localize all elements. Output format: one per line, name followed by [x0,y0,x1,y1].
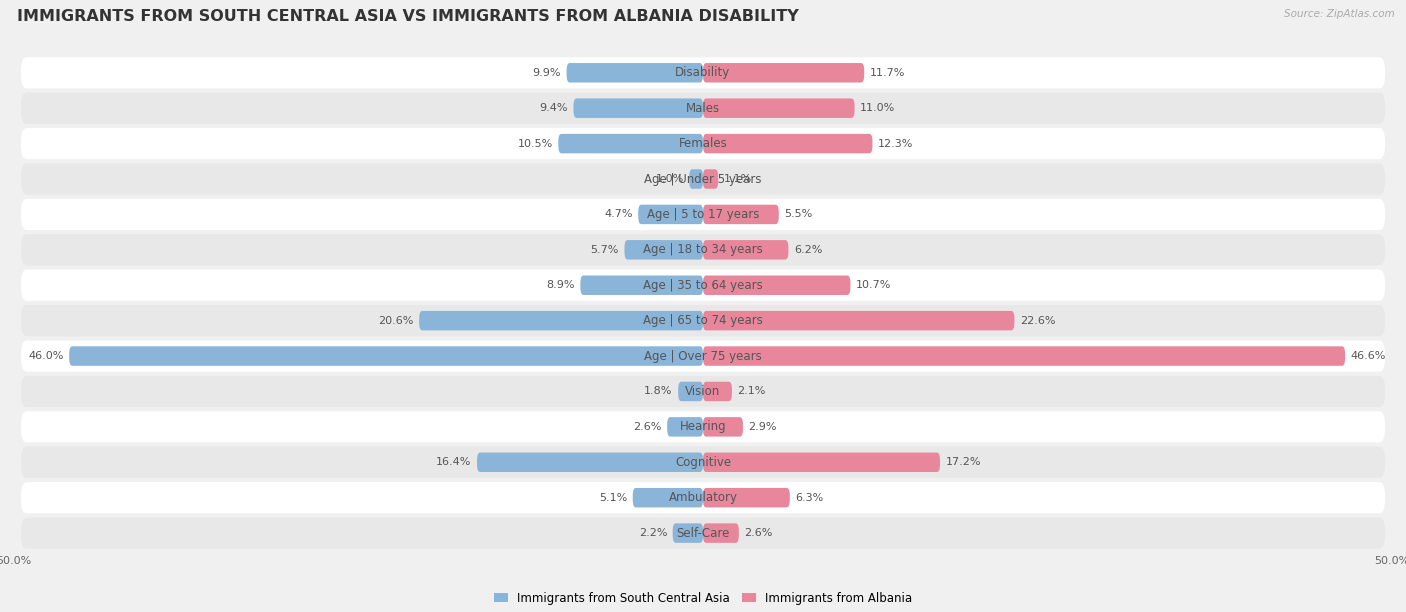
Text: 46.6%: 46.6% [1351,351,1386,361]
Text: Hearing: Hearing [679,420,727,433]
FancyBboxPatch shape [633,488,703,507]
FancyBboxPatch shape [558,134,703,154]
Text: 10.7%: 10.7% [856,280,891,290]
FancyBboxPatch shape [678,382,703,401]
FancyBboxPatch shape [567,63,703,83]
Text: 46.0%: 46.0% [28,351,63,361]
FancyBboxPatch shape [21,57,1385,88]
FancyBboxPatch shape [21,376,1385,407]
FancyBboxPatch shape [21,518,1385,549]
Text: 1.8%: 1.8% [644,386,672,397]
Text: 22.6%: 22.6% [1019,316,1056,326]
Text: 1.1%: 1.1% [724,174,752,184]
Text: 4.7%: 4.7% [605,209,633,220]
Text: Ambulatory: Ambulatory [668,491,738,504]
Text: 2.2%: 2.2% [638,528,668,538]
Text: 5.1%: 5.1% [599,493,627,502]
FancyBboxPatch shape [581,275,703,295]
Text: 5.5%: 5.5% [785,209,813,220]
Text: 10.5%: 10.5% [517,138,553,149]
FancyBboxPatch shape [21,270,1385,301]
Text: 2.6%: 2.6% [744,528,773,538]
FancyBboxPatch shape [703,523,738,543]
FancyBboxPatch shape [703,170,718,188]
FancyBboxPatch shape [419,311,703,330]
FancyBboxPatch shape [703,240,789,259]
FancyBboxPatch shape [21,163,1385,195]
FancyBboxPatch shape [703,346,1346,366]
FancyBboxPatch shape [21,447,1385,478]
Text: 9.9%: 9.9% [533,68,561,78]
Text: IMMIGRANTS FROM SOUTH CENTRAL ASIA VS IMMIGRANTS FROM ALBANIA DISABILITY: IMMIGRANTS FROM SOUTH CENTRAL ASIA VS IM… [17,9,799,24]
Text: Vision: Vision [685,385,721,398]
FancyBboxPatch shape [21,92,1385,124]
Text: 11.0%: 11.0% [860,103,896,113]
Text: Females: Females [679,137,727,150]
FancyBboxPatch shape [21,340,1385,371]
FancyBboxPatch shape [703,134,873,154]
FancyBboxPatch shape [703,417,742,436]
Text: 8.9%: 8.9% [547,280,575,290]
Text: Cognitive: Cognitive [675,456,731,469]
Text: Age | Under 5 years: Age | Under 5 years [644,173,762,185]
FancyBboxPatch shape [668,417,703,436]
Text: 9.4%: 9.4% [540,103,568,113]
FancyBboxPatch shape [703,204,779,224]
Text: 5.7%: 5.7% [591,245,619,255]
Text: 1.0%: 1.0% [655,174,683,184]
Text: Age | 18 to 34 years: Age | 18 to 34 years [643,244,763,256]
Text: Age | Over 75 years: Age | Over 75 years [644,349,762,362]
Text: Age | 65 to 74 years: Age | 65 to 74 years [643,314,763,327]
FancyBboxPatch shape [638,204,703,224]
Text: 6.2%: 6.2% [794,245,823,255]
FancyBboxPatch shape [69,346,703,366]
Text: Disability: Disability [675,66,731,80]
FancyBboxPatch shape [703,275,851,295]
Text: 16.4%: 16.4% [436,457,471,468]
Text: Age | 35 to 64 years: Age | 35 to 64 years [643,278,763,292]
FancyBboxPatch shape [703,452,941,472]
FancyBboxPatch shape [21,234,1385,266]
FancyBboxPatch shape [703,382,733,401]
Text: 2.6%: 2.6% [633,422,662,432]
Text: Self-Care: Self-Care [676,526,730,540]
FancyBboxPatch shape [21,128,1385,159]
FancyBboxPatch shape [21,199,1385,230]
Text: 20.6%: 20.6% [378,316,413,326]
FancyBboxPatch shape [477,452,703,472]
FancyBboxPatch shape [21,411,1385,442]
FancyBboxPatch shape [574,99,703,118]
FancyBboxPatch shape [624,240,703,259]
FancyBboxPatch shape [703,311,1014,330]
Text: Source: ZipAtlas.com: Source: ZipAtlas.com [1284,9,1395,19]
Text: 17.2%: 17.2% [945,457,981,468]
Text: 2.9%: 2.9% [748,422,778,432]
FancyBboxPatch shape [703,63,865,83]
Text: Age | 5 to 17 years: Age | 5 to 17 years [647,208,759,221]
Text: 11.7%: 11.7% [870,68,905,78]
FancyBboxPatch shape [689,170,703,188]
Text: 12.3%: 12.3% [877,138,914,149]
FancyBboxPatch shape [21,305,1385,336]
Text: 6.3%: 6.3% [796,493,824,502]
Text: Males: Males [686,102,720,114]
FancyBboxPatch shape [703,99,855,118]
Legend: Immigrants from South Central Asia, Immigrants from Albania: Immigrants from South Central Asia, Immi… [489,587,917,610]
FancyBboxPatch shape [703,488,790,507]
Text: 2.1%: 2.1% [738,386,766,397]
FancyBboxPatch shape [21,482,1385,513]
FancyBboxPatch shape [672,523,703,543]
